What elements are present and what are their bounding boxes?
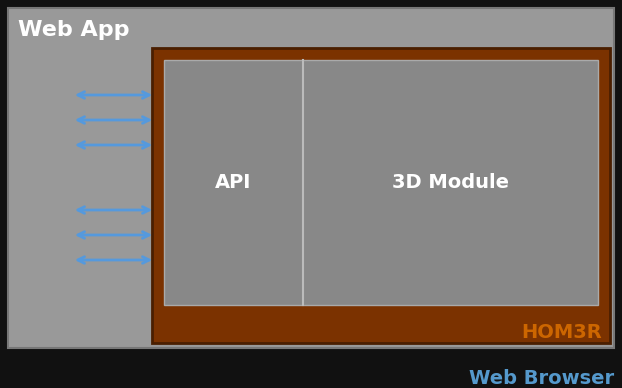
Bar (152, 48, 610, 343)
Text: HOM3R: HOM3R (521, 324, 602, 343)
Bar (164, 60, 598, 305)
Text: Web Browser: Web Browser (469, 369, 614, 388)
Text: 3D Module: 3D Module (392, 173, 509, 192)
Text: Web App: Web App (18, 20, 129, 40)
Text: API: API (215, 173, 252, 192)
Bar (8, 8, 614, 348)
